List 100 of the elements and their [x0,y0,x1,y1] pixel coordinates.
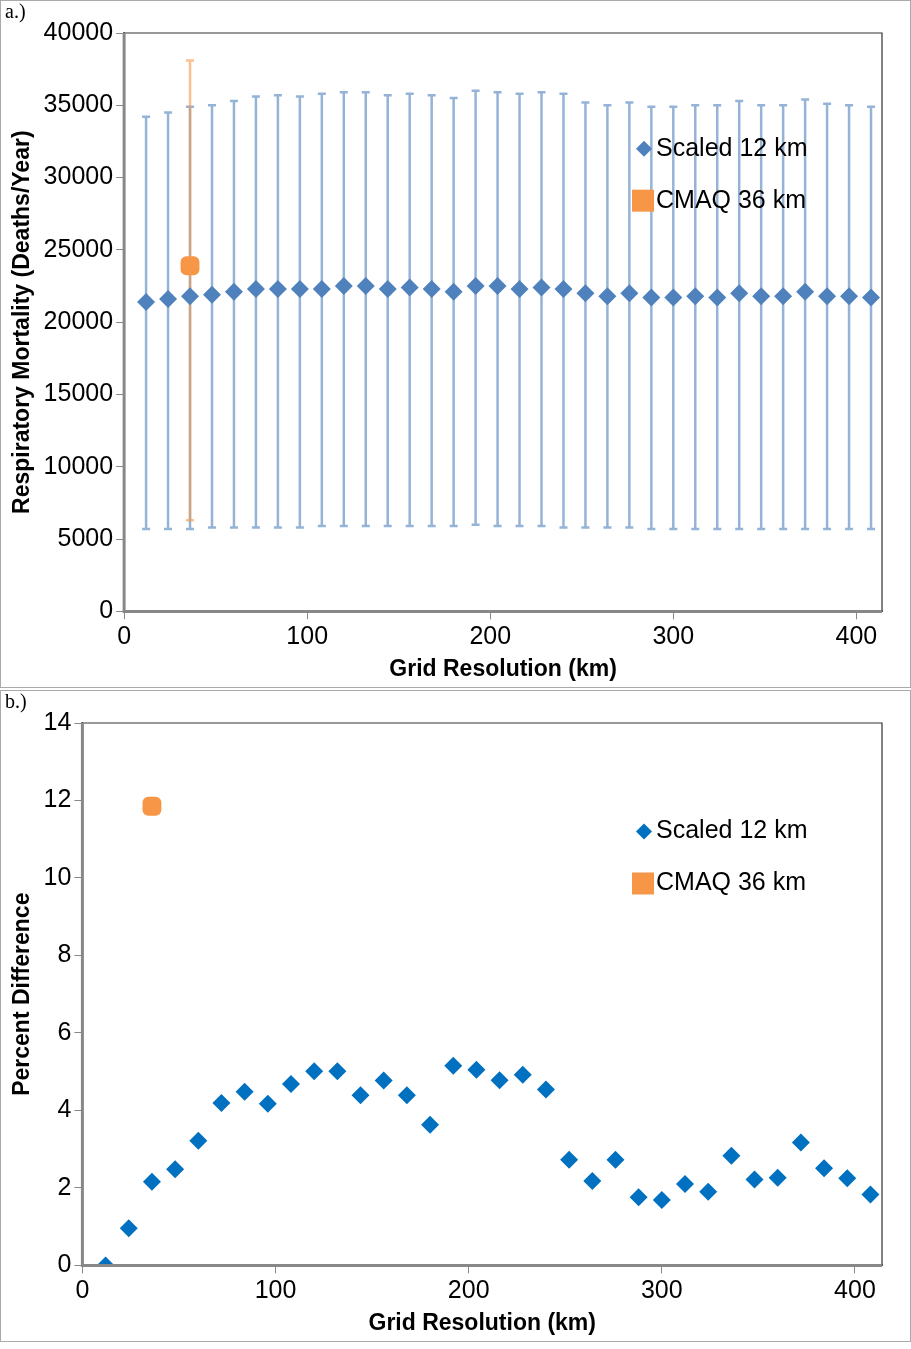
point [212,1094,231,1113]
point [699,1182,718,1201]
point [722,1146,741,1165]
y-tick-label: 5000 [57,522,114,551]
x-tick-label: 100 [286,621,329,650]
point [246,279,265,298]
point [356,277,375,296]
point [840,287,859,306]
legend-label: CMAQ 36 km [656,867,807,896]
point [400,278,419,297]
point [180,256,200,276]
point [708,288,727,307]
y-tick-label: 12 [43,784,72,813]
point [488,277,507,296]
y-tick-label: 0 [57,1249,72,1278]
point [444,1056,463,1075]
point [312,279,331,298]
y-tick-label: 4 [57,1094,72,1123]
point [142,1172,161,1191]
x-axis-title: Grid Resolution (km) [389,654,617,681]
y-tick-label: 2 [57,1171,72,1200]
y-tick-label: 40000 [43,16,114,45]
point [490,1071,509,1090]
point [282,1075,300,1094]
y-axis-title: Percent Difference [8,892,35,1096]
point [467,1060,486,1079]
point [181,287,200,306]
point [730,284,749,303]
x-axis-title: Grid Resolution (km) [368,1308,596,1335]
point [686,287,705,306]
point [861,1185,880,1204]
y-tick-label: 25000 [43,233,114,262]
point [629,1188,648,1207]
x-tick-label: 300 [652,621,695,650]
y-tick-label: 35000 [43,89,114,118]
point [290,279,309,298]
point [664,288,683,307]
point [745,1170,764,1189]
point [560,1150,579,1169]
y-tick-label: 10000 [43,450,114,479]
point [374,1071,393,1090]
y-tick-label: 15000 [43,378,114,407]
point [796,282,815,301]
point [620,284,639,303]
point [752,287,771,306]
y-tick-label: 30000 [43,161,114,190]
point [159,290,178,309]
x-tick-label: 300 [640,1275,683,1304]
point [334,277,353,296]
point [818,287,837,306]
x-tick-label: 400 [835,621,878,650]
point [536,1080,555,1099]
point [421,1115,440,1134]
point [606,1150,625,1169]
y-tick-label: 20000 [43,306,114,335]
point [142,796,162,816]
point [774,287,793,306]
point [351,1086,370,1105]
point [652,1190,671,1209]
point [422,279,441,298]
legend-label: CMAQ 36 km [656,184,807,213]
y-tick-label: 14 [43,706,72,735]
y-tick-label: 8 [57,939,72,968]
y-tick-label: 0 [99,595,114,624]
y-tick-label: 6 [57,1016,72,1045]
y-tick-label: 10 [43,861,72,890]
x-tick-label: 0 [117,621,132,650]
x-tick-label: 100 [254,1275,297,1304]
point [444,282,463,301]
x-tick-label: 200 [447,1275,490,1304]
chart-title: a.) [5,0,26,24]
point [224,282,243,301]
x-tick-label: 200 [469,621,512,650]
point [328,1062,347,1081]
point [513,1065,532,1084]
point [598,287,617,306]
point [642,288,661,307]
point [676,1175,694,1194]
point [268,279,287,298]
point [235,1082,254,1101]
point [466,277,485,296]
point [510,279,529,298]
legend-label: Scaled 12 km [656,815,808,844]
point [576,284,595,303]
point [202,285,221,304]
point [583,1171,602,1190]
point [768,1168,787,1187]
x-tick-label: 400 [834,1275,876,1304]
point [166,1160,185,1179]
point [397,1086,416,1105]
point [862,288,881,307]
point [305,1062,324,1081]
y-axis-title: Respiratory Mortality (Deaths/Year) [8,130,35,514]
point [258,1094,277,1113]
point [532,278,551,297]
point [791,1133,810,1152]
point [378,279,397,298]
point [554,279,573,298]
point [815,1159,834,1178]
chart-title: b.) [5,690,27,714]
